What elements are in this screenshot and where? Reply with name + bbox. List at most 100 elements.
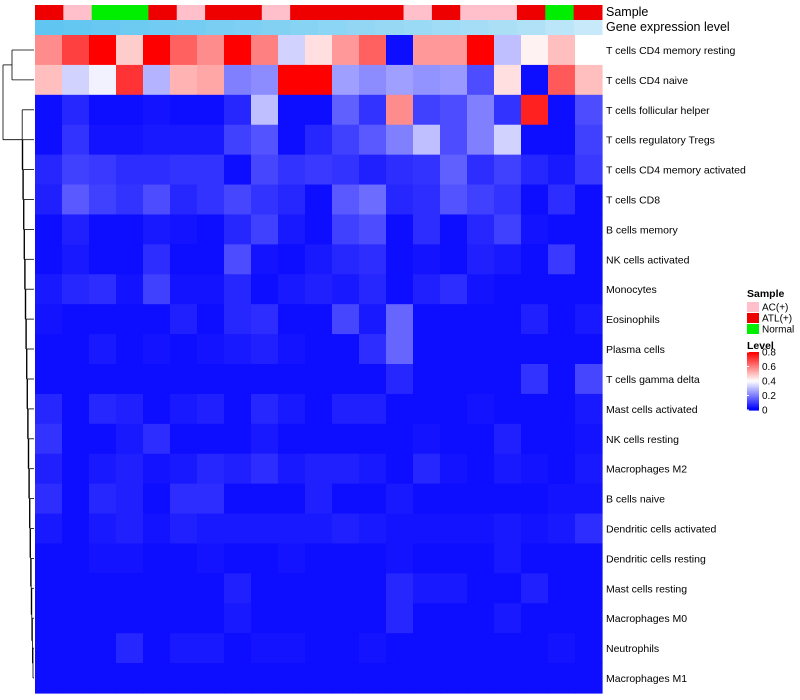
- heatmap-cell: [143, 573, 171, 604]
- heatmap-cell: [413, 603, 441, 634]
- heatmap-cell: [116, 483, 144, 515]
- legend-gradient-step: [747, 370, 759, 373]
- heatmap-cell: [224, 364, 252, 395]
- heatmap-cell: [197, 633, 225, 664]
- heatmap-cell: [575, 35, 603, 66]
- heatmap-cell: [143, 244, 171, 275]
- heatmap-cell: [89, 483, 117, 515]
- heatmap-cell: [278, 35, 306, 66]
- heatmap-cell: [386, 334, 414, 365]
- legend-gradient-step: [747, 359, 759, 362]
- heatmap-cell: [89, 423, 117, 455]
- heatmap-cell: [359, 453, 387, 485]
- heatmap-cell: [170, 334, 198, 365]
- legend-tick-label: 0.8: [762, 348, 776, 359]
- heatmap-cell: [494, 633, 522, 664]
- legend: Sample AC(+)ATL(+)Normal Level 0.8 0.6 0.4…: [747, 288, 794, 417]
- heatmap-cell: [89, 64, 117, 96]
- sample-annotation-cell: [35, 5, 64, 20]
- heatmap-cell: [440, 64, 468, 96]
- heatmap-cell: [89, 633, 117, 664]
- heatmap-cell: [197, 453, 225, 485]
- heatmap-cell: [116, 334, 144, 365]
- heatmap-cell: [197, 663, 225, 694]
- heatmap-cell: [575, 244, 603, 275]
- heatmap-cell: [89, 334, 117, 365]
- heatmap-cell: [467, 573, 495, 604]
- sample-annotation-cell: [573, 5, 603, 20]
- heatmap-cell: [116, 393, 144, 425]
- heatmap-cell: [170, 453, 198, 485]
- heatmap-cell: [521, 94, 549, 126]
- heatmap-cell: [440, 214, 468, 245]
- sample-annotation-cell: [346, 5, 376, 20]
- heatmap-cell: [197, 154, 225, 186]
- heatmap-cell: [170, 244, 198, 275]
- heatmap-cell: [251, 274, 279, 305]
- heatmap-cell: [116, 453, 144, 485]
- heatmap-cell: [413, 393, 441, 425]
- heatmap-cell: [440, 304, 468, 335]
- heatmap-cell: [278, 513, 306, 545]
- heatmap-cell: [548, 364, 576, 395]
- heatmap-cell: [62, 543, 90, 574]
- heatmap-cell: [359, 543, 387, 574]
- heatmap-cell: [359, 423, 387, 455]
- heatmap-cell: [440, 393, 468, 425]
- heatmap-cell: [305, 154, 333, 186]
- heatmap-cell: [548, 124, 576, 156]
- gene-expression-annotation-cell: [261, 20, 291, 35]
- heatmap-cell: [143, 214, 171, 245]
- legend-gradient-step: [747, 362, 759, 365]
- heatmap-cell: [467, 184, 495, 216]
- heatmap-cell: [305, 483, 333, 515]
- heatmap-cell: [440, 513, 468, 545]
- heatmap-cell: [35, 154, 63, 186]
- heatmap-cell: [35, 423, 63, 455]
- heatmap-cell: [575, 633, 603, 664]
- legend-gradient-step: [747, 363, 759, 366]
- heatmap-cell: [386, 483, 414, 515]
- heatmap-cell: [305, 573, 333, 604]
- heatmap-cell: [35, 35, 63, 66]
- heatmap-cell: [359, 124, 387, 156]
- heatmap-cell: [251, 94, 279, 126]
- legend-sample-items: AC(+)ATL(+)Normal: [747, 302, 794, 336]
- heatmap-cell: [467, 274, 495, 305]
- heatmap-cell: [35, 364, 63, 395]
- heatmap-cell: [143, 543, 171, 574]
- heatmap-cell: [62, 633, 90, 664]
- heatmap-cell: [143, 423, 171, 455]
- heatmap-cell: [278, 154, 306, 186]
- sample-annotation-cell: [488, 5, 518, 20]
- heatmap-cell: [62, 603, 90, 634]
- row-label: Mast cells resting: [606, 583, 687, 595]
- heatmap-cell: [89, 513, 117, 545]
- legend-gradient-step: [747, 378, 759, 381]
- heatmap-cell: [386, 603, 414, 634]
- legend-gradient-step: [747, 352, 759, 355]
- heatmap-cell: [386, 423, 414, 455]
- legend-gradient-step: [747, 375, 759, 378]
- legend-level-title: Level: [747, 340, 774, 352]
- gene-expression-annotation-cell: [375, 20, 405, 35]
- heatmap-cell: [170, 364, 198, 395]
- sample-annotation-cell: [91, 5, 121, 20]
- heatmap-cell: [224, 184, 252, 216]
- heatmap-cell: [89, 124, 117, 156]
- heatmap-cell: [494, 603, 522, 634]
- heatmap-cell: [278, 364, 306, 395]
- heatmap-cell: [359, 94, 387, 126]
- row-label: NK cells resting: [606, 434, 679, 446]
- heatmap-cell: [197, 364, 225, 395]
- heatmap-cell: [251, 214, 279, 245]
- heatmap-cell: [116, 603, 144, 634]
- heatmap-cell: [143, 633, 171, 664]
- heatmap-cell: [89, 35, 117, 66]
- heatmap-cell: [332, 633, 360, 664]
- heatmap-cell: [332, 573, 360, 604]
- heatmap-cell: [548, 244, 576, 275]
- heatmap-cell: [575, 393, 603, 425]
- legend-gradient-step: [747, 391, 759, 394]
- heatmap-cell: [575, 214, 603, 245]
